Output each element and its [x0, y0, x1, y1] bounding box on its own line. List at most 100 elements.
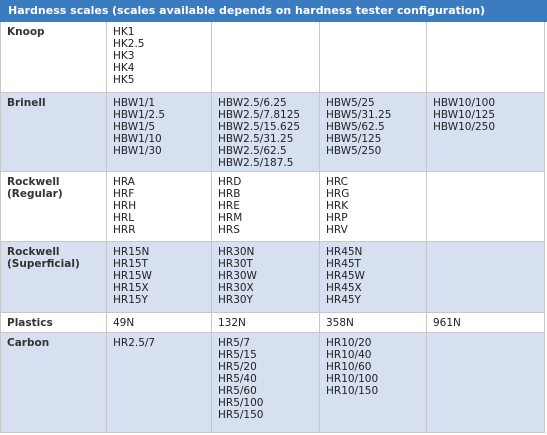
scale-entry: HRV [326, 224, 348, 236]
scale-entry: HRC [326, 176, 348, 188]
scale-entry: HBW2.5/6.25 [218, 97, 287, 109]
scale-entry: 358N [326, 317, 354, 329]
scale-entry: HR45X [326, 282, 362, 294]
scale-entry: HR15T [113, 258, 148, 270]
scale-entry: HR45W [326, 270, 365, 282]
scale-entry: HR45Y [326, 294, 361, 306]
scale-entry: HRB [218, 188, 241, 200]
scale-entry: HK4 [113, 62, 135, 74]
scale-entry: HBW2.5/187.5 [218, 157, 294, 169]
table-cell [426, 22, 546, 92]
scale-entry: HR45T [326, 258, 361, 270]
scale-entry: HBW2.5/15.625 [218, 121, 301, 133]
row-label: Rockwell (Regular) [1, 172, 106, 241]
table-row: Plastics 49N 132N 358N 961N [0, 313, 545, 333]
scale-entry: HBW1/1 [113, 97, 156, 109]
table-cell: HBW2.5/6.25 HBW2.5/7.8125 HBW2.5/15.625 HBW… [211, 93, 319, 171]
scale-entry: HR30T [218, 258, 253, 270]
scale-entry: HBW2.5/7.8125 [218, 109, 301, 121]
scale-entry: HR15Y [113, 294, 148, 306]
table-cell: HBW1/1 HBW1/2.5 HBW1/5 HBW1/10 HBW1/30 [106, 93, 211, 171]
scale-entry: HBW5/250 [326, 145, 382, 157]
scale-entry: HR5/40 [218, 373, 257, 385]
table-cell: 132N [211, 313, 319, 332]
label-line: (Regular) [7, 188, 63, 200]
row-label: Plastics [1, 313, 106, 332]
scale-entry: HK1 [113, 26, 135, 38]
scale-entry: HK3 [113, 50, 135, 62]
scale-entry: HR5/15 [218, 349, 257, 361]
scale-entry: HBW5/62.5 [326, 121, 385, 133]
table-cell: 358N [319, 313, 426, 332]
table-row: Rockwell (Superficial) HR15N HR15T HR15W HR15… [0, 242, 545, 313]
scale-entry: HR30X [218, 282, 254, 294]
table-cell: HRD HRB HRE HRM HRS [211, 172, 319, 241]
scale-entry: HBW5/31.25 [326, 109, 392, 121]
table-cell [211, 22, 319, 92]
scale-entry: HR5/60 [218, 385, 257, 397]
table-cell: HR10/20 HR10/40 HR10/60 HR10/100 HR10/150 [319, 333, 426, 432]
scale-entry: HBW5/25 [326, 97, 375, 109]
scale-entry: HRF [113, 188, 135, 200]
row-label: Rockwell (Superficial) [1, 242, 106, 312]
label-line: Knoop [7, 26, 45, 38]
scale-entry: HRM [218, 212, 243, 224]
scale-entry: HR45N [326, 246, 363, 258]
table-cell: HR45N HR45T HR45W HR45X HR45Y [319, 242, 426, 312]
table-header: Hardness scales (scales available depend… [0, 0, 547, 22]
table-cell: 961N [426, 313, 546, 332]
table-cell: HRA HRF HRH HRL HRR [106, 172, 211, 241]
scale-entry: HR2.5/7 [113, 337, 156, 349]
row-label: Brinell [1, 93, 106, 171]
row-label: Carbon [1, 333, 106, 432]
table-row: Rockwell (Regular) HRA HRF HRH HRL HRR HRD HRB HR… [0, 172, 545, 242]
scale-entry: 132N [218, 317, 246, 329]
scale-entry: HRR [113, 224, 136, 236]
scale-entry: HBW10/100 [433, 97, 496, 109]
row-label: Knoop [1, 22, 106, 92]
scale-entry: HR5/7 [218, 337, 251, 349]
scale-entry: HR10/60 [326, 361, 372, 373]
scale-entry: HR10/40 [326, 349, 372, 361]
scale-entry: HR15N [113, 246, 150, 258]
scale-entry: HR30Y [218, 294, 253, 306]
scale-entry: HRH [113, 200, 137, 212]
scale-entry: HR15X [113, 282, 149, 294]
scale-entry: HRE [218, 200, 240, 212]
scale-entry: HRD [218, 176, 242, 188]
scale-entry: HR30N [218, 246, 255, 258]
table-cell [426, 333, 546, 432]
scale-entry: HRP [326, 212, 348, 224]
label-line: Rockwell [7, 176, 60, 188]
scale-entry: HR10/150 [326, 385, 379, 397]
table-row: Knoop HK1 HK2.5 HK3 HK4 HK5 [0, 22, 545, 93]
scale-entry: HR5/20 [218, 361, 257, 373]
scale-entry: HBW10/125 [433, 109, 496, 121]
table-cell [426, 242, 546, 312]
label-line: (Superficial) [7, 258, 80, 270]
scale-entry: HR5/150 [218, 409, 264, 421]
scale-entry: HR5/100 [218, 397, 264, 409]
label-line: Brinell [7, 97, 46, 109]
table-cell [426, 172, 546, 241]
scale-entry: HR30W [218, 270, 257, 282]
scale-entry: HR10/100 [326, 373, 379, 385]
table-cell: 49N [106, 313, 211, 332]
scale-entry: HR15W [113, 270, 152, 282]
table-cell: HBW10/100 HBW10/125 HBW10/250 [426, 93, 546, 171]
scale-entry: HRG [326, 188, 350, 200]
scale-entry: HBW2.5/62.5 [218, 145, 287, 157]
table-cell: HK1 HK2.5 HK3 HK4 HK5 [106, 22, 211, 92]
scale-entry: HRA [113, 176, 135, 188]
scale-entry: HBW10/250 [433, 121, 496, 133]
table-cell: HBW5/25 HBW5/31.25 HBW5/62.5 HBW5/125 HBW5/2… [319, 93, 426, 171]
header-title: Hardness scales [8, 4, 109, 17]
scale-entry: HK2.5 [113, 38, 145, 50]
scale-entry: HBW1/30 [113, 145, 162, 157]
scale-entry: 49N [113, 317, 135, 329]
table-cell: HR5/7 HR5/15 HR5/20 HR5/40 HR5/60 HR5/100 HR5/… [211, 333, 319, 432]
table-row: Carbon HR2.5/7 HR5/7 HR5/15 HR5/20 HR5/40 HR5/… [0, 333, 545, 433]
label-line: Carbon [7, 337, 50, 349]
scale-entry: HK5 [113, 74, 135, 86]
